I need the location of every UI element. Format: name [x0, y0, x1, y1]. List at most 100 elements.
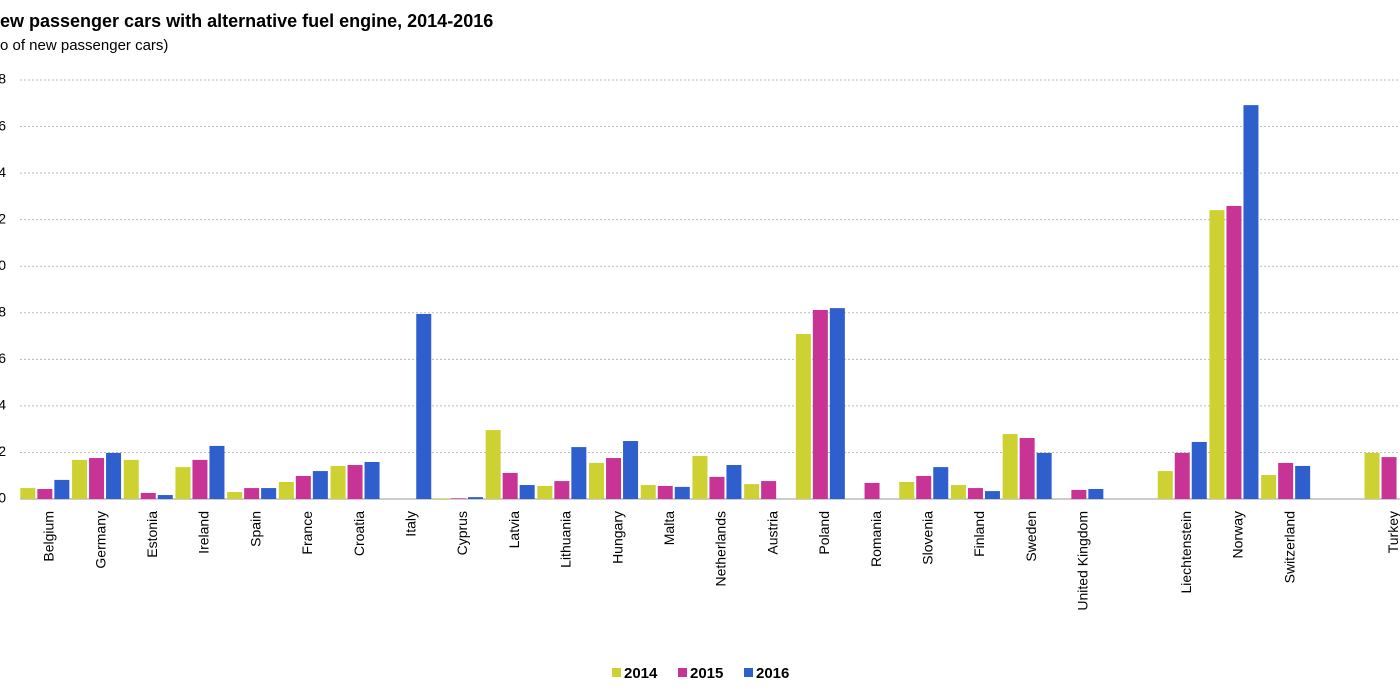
x-tick-label: Lithuania: [558, 511, 574, 568]
bar: [416, 313, 432, 499]
legend-label: 2015: [690, 665, 723, 682]
bar: [123, 459, 139, 499]
x-tick-label: Croatia: [351, 511, 367, 556]
bar: [916, 475, 932, 499]
bar: [330, 465, 346, 499]
bar: [1174, 452, 1190, 499]
y-tick-label: 16: [0, 117, 6, 133]
bar: [709, 476, 725, 499]
bar: [1226, 205, 1242, 499]
bar: [192, 459, 208, 499]
legend-label: 2014: [624, 665, 658, 682]
bar: [761, 481, 777, 499]
bar: [1381, 457, 1397, 499]
bar: [657, 485, 673, 499]
x-tick-label: Estonia: [144, 511, 160, 558]
y-tick-label: 8: [0, 303, 6, 319]
bar: [157, 495, 173, 499]
bar: [1243, 105, 1259, 499]
bar: [744, 484, 760, 499]
bar: [1071, 489, 1087, 499]
bar: [485, 430, 501, 499]
x-tick-label: Netherlands: [713, 511, 729, 587]
bar: [106, 452, 122, 499]
x-tick-label: Cyprus: [454, 511, 470, 555]
bar: [1157, 471, 1173, 499]
bar: [933, 467, 949, 499]
y-tick-label: 14: [0, 164, 6, 180]
bar: [175, 467, 191, 499]
bar: [140, 492, 156, 499]
bar: [829, 308, 845, 499]
x-tick-label: Germany: [92, 511, 108, 569]
bar: [20, 488, 36, 499]
y-tick-label: 6: [0, 350, 6, 366]
bar: [1191, 441, 1207, 499]
bar: [1088, 488, 1104, 499]
bar: [692, 455, 708, 499]
legend-swatch: [744, 668, 753, 677]
x-tick-label: Hungary: [609, 511, 625, 564]
x-tick-label: Switzerland: [1281, 511, 1297, 583]
bar: [227, 492, 243, 499]
x-tick-label: United Kingdom: [1075, 511, 1091, 611]
bar: [37, 488, 53, 499]
legend-swatch: [612, 668, 621, 677]
bar: [89, 458, 105, 499]
bar: [554, 481, 570, 499]
x-tick-label: Ireland: [196, 511, 212, 554]
bar: [571, 447, 587, 499]
bar: [278, 482, 294, 499]
bar: [1295, 465, 1311, 499]
bar: [261, 488, 277, 499]
bar: [864, 482, 880, 499]
x-tick-label: Italy: [402, 511, 418, 537]
x-tick-label: Poland: [816, 511, 832, 555]
bar: [623, 441, 639, 499]
bar: [295, 475, 311, 499]
y-tick-label: 18: [0, 71, 6, 87]
bar: [54, 479, 70, 499]
y-tick-label: 4: [0, 397, 6, 413]
x-tick-label: Belgium: [41, 511, 57, 562]
bar: [364, 461, 380, 499]
x-tick-label: Turkey: [1385, 511, 1400, 553]
x-tick-label: Finland: [971, 511, 987, 557]
x-tick-label: Liechtenstein: [1178, 511, 1194, 594]
bar: [1036, 452, 1052, 499]
legend-swatch: [678, 668, 687, 677]
y-tick-label: 10: [0, 257, 6, 273]
bar: [502, 472, 518, 499]
bar: [244, 488, 260, 499]
bar: [640, 485, 656, 499]
bar: [450, 498, 466, 499]
bar: [209, 445, 225, 499]
y-tick-label: 2: [0, 443, 6, 459]
x-tick-label: Sweden: [1023, 511, 1039, 562]
chart-subtitle: o of new passenger cars): [0, 37, 168, 54]
bar: [726, 465, 742, 499]
bar: [1019, 438, 1035, 499]
x-tick-label: France: [299, 511, 315, 555]
chart-title: ew passenger cars with alternative fuel …: [0, 11, 493, 31]
legend-label: 2016: [756, 665, 789, 682]
bar: [1002, 434, 1018, 499]
bar: [347, 465, 363, 499]
bar: [312, 471, 328, 499]
bar: [519, 485, 535, 499]
bar: [606, 458, 622, 499]
y-tick-label: 12: [0, 210, 6, 226]
bar: [899, 482, 915, 499]
x-tick-label: Spain: [247, 511, 263, 547]
bar: [1261, 475, 1277, 499]
bar: [1209, 210, 1225, 499]
bar: [433, 498, 449, 499]
x-tick-label: Austria: [764, 511, 780, 555]
bar: [674, 486, 690, 499]
bar: [1364, 452, 1380, 499]
bar: [589, 462, 605, 499]
bar: [950, 485, 966, 499]
bar: [1278, 462, 1294, 499]
bar: [795, 333, 811, 499]
